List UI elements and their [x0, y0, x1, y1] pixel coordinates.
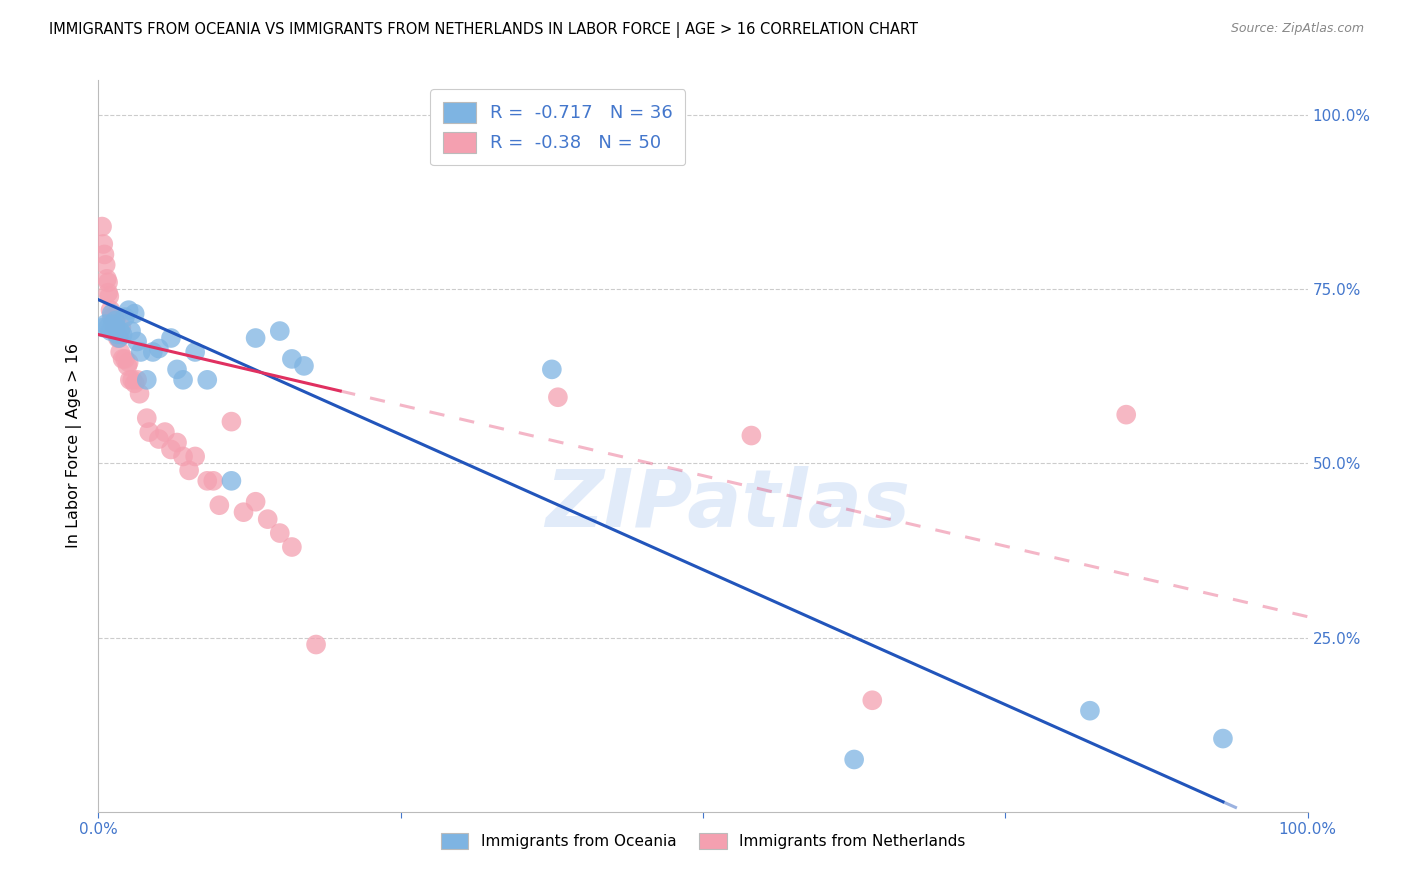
Point: [148, 342, 170, 356]
Point: [93, 247, 115, 261]
Point: [101, 317, 124, 331]
Point: [221, 474, 243, 488]
Point: [166, 435, 188, 450]
Point: [127, 334, 149, 349]
Point: [1212, 731, 1234, 746]
Text: IMMIGRANTS FROM OCEANIA VS IMMIGRANTS FROM NETHERLANDS IN LABOR FORCE | AGE > 16: IMMIGRANTS FROM OCEANIA VS IMMIGRANTS FR…: [49, 22, 918, 38]
Point: [142, 345, 165, 359]
Point: [292, 359, 315, 373]
Point: [108, 331, 131, 345]
Point: [129, 345, 152, 359]
Point: [269, 526, 291, 541]
Legend: Immigrants from Oceania, Immigrants from Netherlands: Immigrants from Oceania, Immigrants from…: [434, 827, 972, 855]
Point: [111, 327, 134, 342]
Point: [91, 237, 114, 252]
Point: [101, 317, 124, 331]
Point: [104, 313, 127, 327]
Point: [269, 324, 291, 338]
Point: [121, 373, 143, 387]
Point: [100, 307, 122, 321]
Point: [104, 320, 127, 334]
Point: [305, 638, 328, 652]
Point: [100, 324, 122, 338]
Point: [98, 289, 121, 303]
Point: [135, 373, 157, 387]
Point: [97, 320, 120, 334]
Point: [105, 320, 128, 334]
Point: [195, 373, 218, 387]
Point: [97, 275, 120, 289]
Point: [245, 494, 267, 508]
Point: [118, 373, 141, 387]
Point: [232, 505, 254, 519]
Point: [110, 320, 132, 334]
Point: [160, 442, 183, 457]
Point: [96, 272, 118, 286]
Point: [844, 752, 866, 766]
Point: [135, 411, 157, 425]
Point: [94, 258, 117, 272]
Point: [97, 285, 120, 300]
Point: [118, 303, 141, 318]
Point: [91, 320, 114, 334]
Point: [94, 317, 117, 331]
Point: [105, 310, 128, 325]
Point: [281, 540, 304, 554]
Point: [547, 390, 569, 404]
Text: Source: ZipAtlas.com: Source: ZipAtlas.com: [1230, 22, 1364, 36]
Point: [160, 331, 183, 345]
Point: [103, 324, 125, 338]
Point: [184, 345, 207, 359]
Point: [138, 425, 160, 439]
Point: [108, 345, 131, 359]
Point: [108, 324, 131, 338]
Point: [100, 310, 122, 325]
Point: [91, 219, 114, 234]
Point: [221, 415, 243, 429]
Point: [245, 331, 267, 345]
Point: [195, 474, 218, 488]
Point: [111, 351, 134, 366]
Point: [1078, 704, 1101, 718]
Point: [540, 362, 562, 376]
Point: [256, 512, 278, 526]
Point: [120, 324, 142, 338]
Point: [108, 331, 131, 345]
Point: [860, 693, 883, 707]
Point: [103, 310, 125, 325]
Point: [740, 428, 762, 442]
Point: [202, 474, 225, 488]
Point: [114, 351, 136, 366]
Point: [166, 362, 188, 376]
Point: [127, 373, 149, 387]
Point: [100, 303, 122, 318]
Point: [114, 310, 136, 325]
Point: [124, 376, 146, 391]
Point: [1115, 408, 1137, 422]
Point: [117, 359, 139, 373]
Point: [124, 307, 146, 321]
Text: ZIPatlas: ZIPatlas: [544, 466, 910, 543]
Point: [172, 373, 194, 387]
Point: [128, 386, 150, 401]
Point: [107, 327, 129, 342]
Point: [148, 432, 170, 446]
Point: [281, 351, 304, 366]
Point: [179, 463, 201, 477]
Point: [208, 498, 231, 512]
Point: [107, 331, 129, 345]
Point: [172, 450, 194, 464]
Point: [184, 450, 207, 464]
Y-axis label: In Labor Force | Age > 16: In Labor Force | Age > 16: [66, 343, 83, 549]
Point: [118, 355, 141, 369]
Point: [153, 425, 176, 439]
